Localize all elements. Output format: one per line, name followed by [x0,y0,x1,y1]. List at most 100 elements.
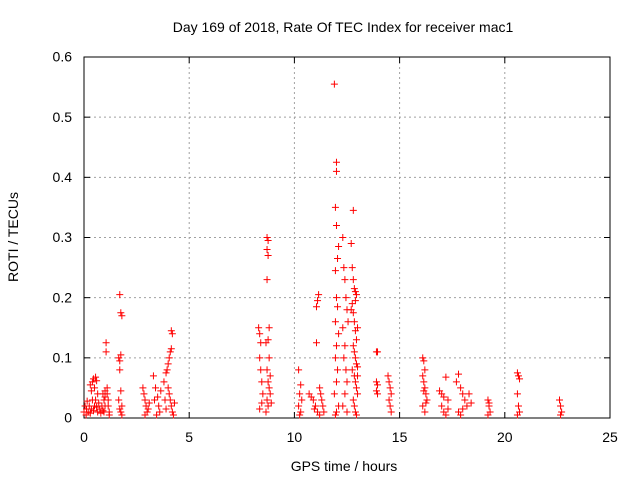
data-point [342,294,350,302]
data-point [463,402,471,410]
data-point [318,396,326,404]
data-point [264,252,272,260]
data-point [342,366,350,374]
data-point [332,378,340,386]
x-tick-label: 25 [602,429,618,445]
data-point [352,411,360,419]
data-point [514,372,522,380]
data-point [102,339,110,347]
data-point [141,396,149,404]
data-point [484,396,492,404]
data-point [104,396,112,404]
x-tick-label: 20 [497,429,513,445]
data-point [331,203,339,211]
data-point [118,312,126,320]
data-point [347,240,355,248]
data-point [513,390,521,398]
data-point [263,246,271,254]
data-point [259,390,267,398]
data-point [255,324,263,332]
x-tick-label: 5 [185,429,193,445]
data-points [80,80,566,419]
data-point [139,384,147,392]
data-point [352,360,360,368]
data-point [256,354,264,362]
data-point [256,330,264,338]
data-point [256,405,264,413]
data-point [331,318,339,326]
data-point [117,309,125,317]
data-point [331,354,339,362]
data-point [316,384,324,392]
data-point [352,384,360,392]
data-point [374,381,382,389]
data-point [310,405,318,413]
data-point [339,402,347,410]
data-point [164,384,172,392]
data-point [296,390,304,398]
y-tick-label: 0.5 [53,109,73,125]
y-tick-label: 0.2 [53,289,73,305]
data-point [332,342,340,350]
y-tick-label: 0.6 [53,49,73,65]
data-point [334,303,342,311]
data-point [332,408,340,416]
data-point [153,411,161,419]
data-point [420,387,428,395]
data-point [347,306,355,314]
data-point [351,297,359,305]
data-point [117,351,125,359]
x-tick-label: 10 [287,429,303,445]
data-point [161,396,169,404]
x-tick-label: 0 [80,429,88,445]
data-point [332,167,340,175]
data-point [117,387,125,395]
data-point [330,80,338,88]
data-point [452,378,460,386]
data-point [351,288,359,296]
data-point [485,399,493,407]
data-point [295,366,303,374]
data-point [514,402,522,410]
data-point [297,381,305,389]
data-point [95,399,103,407]
data-point [167,402,175,410]
data-point [421,366,429,374]
data-point [332,158,340,166]
data-point [334,255,342,263]
data-point [116,366,124,374]
data-point [419,402,427,410]
data-point [311,402,319,410]
data-point [264,378,272,386]
data-point [99,407,107,415]
data-point [354,363,362,371]
data-point [168,330,176,338]
data-point [156,408,164,416]
data-point [457,411,465,419]
data-point [83,397,91,405]
y-tick-label: 0.3 [53,229,73,245]
data-point [349,396,357,404]
data-point [93,403,101,411]
data-point [340,354,348,362]
data-point [351,354,359,362]
data-point [455,370,463,378]
data-point [444,405,452,413]
data-point [349,206,357,214]
data-point [169,411,177,419]
data-point [374,390,382,398]
data-point [354,324,362,332]
data-point [265,324,273,332]
data-point [88,378,96,386]
data-point [258,399,266,407]
data-point [309,396,317,404]
data-point [262,339,270,347]
data-point [438,402,446,410]
data-point [257,366,265,374]
data-point [267,399,275,407]
data-point [118,411,126,419]
data-point [467,399,475,407]
data-point [331,267,339,275]
data-point [349,276,357,284]
